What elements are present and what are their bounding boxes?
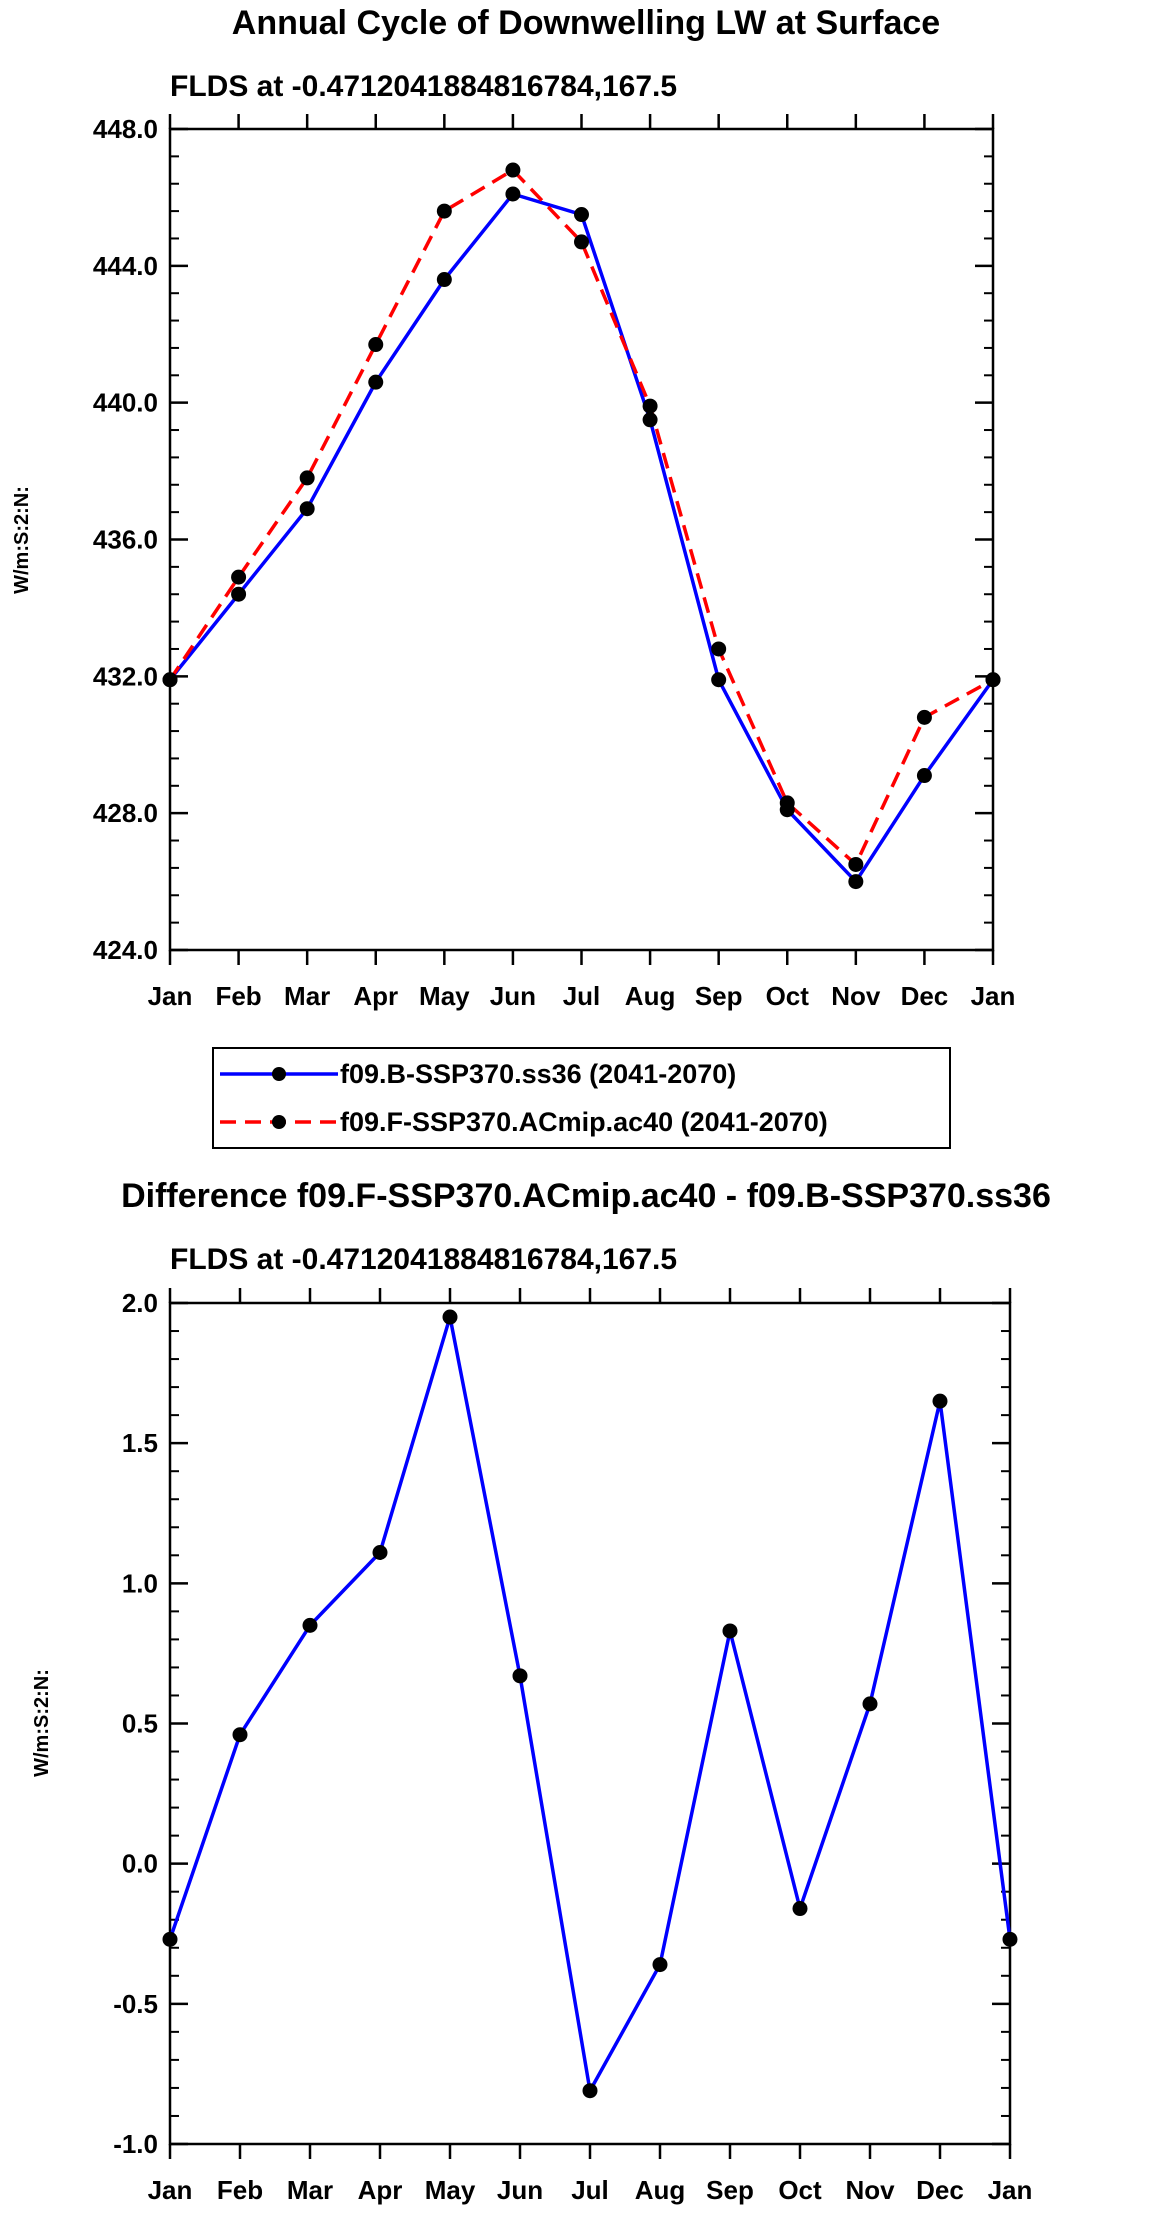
series-2-point bbox=[505, 162, 521, 178]
chart1-subtitle: FLDS at -0.4712041884816784,167.5 bbox=[170, 70, 677, 103]
y-tick-label: 440.0 bbox=[93, 388, 158, 418]
series-1-point bbox=[652, 1957, 668, 1973]
chart1-frame bbox=[168, 127, 995, 952]
x-tick-label: Mar bbox=[284, 981, 330, 1011]
y-tick-label: 448.0 bbox=[93, 114, 158, 144]
series-1-point bbox=[505, 186, 521, 202]
chart2-ylabel: W/m:S:2:N: bbox=[31, 1669, 53, 1777]
series-1-point bbox=[372, 1544, 388, 1560]
x-tick-label: Jan bbox=[148, 2175, 193, 2205]
series-1-point bbox=[162, 1931, 178, 1947]
x-tick-label: Apr bbox=[353, 981, 398, 1011]
y-tick-label: -1.0 bbox=[113, 2129, 158, 2159]
series-2-point bbox=[779, 795, 795, 811]
y-tick-label: 428.0 bbox=[93, 798, 158, 828]
x-tick-label: Jul bbox=[563, 981, 601, 1011]
series-1-point bbox=[862, 1696, 878, 1712]
x-tick-label: Nov bbox=[845, 2175, 895, 2205]
x-tick-label: Oct bbox=[778, 2175, 822, 2205]
y-tick-label: 0.0 bbox=[122, 1849, 158, 1879]
x-tick-label: Sep bbox=[695, 981, 743, 1011]
series-1-point bbox=[792, 1901, 808, 1917]
series-1-point bbox=[442, 1309, 458, 1325]
series-2-point bbox=[231, 569, 247, 585]
series-1-point bbox=[574, 207, 589, 223]
x-tick-label: Dec bbox=[901, 981, 949, 1011]
series-2-point bbox=[436, 203, 452, 219]
chart1-plot-area: 424.0 428.0 432.0 436.0 440.0 444.0 448.0 Jan Fe… bbox=[93, 114, 1015, 1011]
chart2-frame bbox=[168, 1301, 1012, 2146]
y-tick-label: 1.0 bbox=[122, 1568, 158, 1598]
series-1-point bbox=[722, 1623, 738, 1639]
y-tick-label: 0.5 bbox=[122, 1709, 158, 1739]
x-tick-label: Jun bbox=[490, 981, 536, 1011]
chart2-plot-area: -1.0 -0.5 0.0 0.5 1.0 1.5 2.0 Jan Feb Mar Apr May Ju… bbox=[113, 1288, 1032, 2205]
x-tick-label: Feb bbox=[215, 981, 261, 1011]
series-2-point bbox=[985, 672, 1001, 688]
y-tick-label: 444.0 bbox=[93, 251, 158, 281]
series-2-point bbox=[916, 709, 932, 725]
x-tick-label: Jun bbox=[497, 2175, 543, 2205]
series-2-point bbox=[574, 234, 589, 250]
legend-marker-series-1 bbox=[272, 1067, 286, 1081]
x-tick-label: Mar bbox=[287, 2175, 333, 2205]
series-2-point bbox=[299, 470, 315, 486]
y-tick-label: -0.5 bbox=[113, 1989, 158, 2019]
series-1-point bbox=[1002, 1931, 1018, 1947]
x-tick-label: Sep bbox=[706, 2175, 754, 2205]
series-1-point bbox=[642, 412, 658, 428]
legend-box bbox=[212, 1047, 951, 1149]
series-1-point bbox=[932, 1393, 948, 1409]
series-1-point bbox=[368, 374, 384, 390]
legend-marker-series-2 bbox=[272, 1115, 286, 1129]
x-tick-label: Jul bbox=[571, 2175, 609, 2205]
x-tick-label: Aug bbox=[625, 981, 676, 1011]
series-1-point bbox=[302, 1617, 318, 1633]
series-2-point bbox=[162, 672, 178, 688]
series-1-point bbox=[711, 672, 727, 688]
chart1-title: Annual Cycle of Downwelling LW at Surfac… bbox=[232, 4, 940, 42]
chart2-title: Difference f09.F-SSP370.ACmip.ac40 - f09… bbox=[121, 1177, 1051, 1215]
chart1-ylabel: W/m:S:2:N: bbox=[11, 486, 33, 594]
series-2-point bbox=[711, 641, 727, 657]
series-2-point bbox=[368, 337, 384, 353]
series-line-2 bbox=[168, 168, 994, 867]
x-tick-label: Aug bbox=[635, 2175, 686, 2205]
y-tick-label: 432.0 bbox=[93, 661, 158, 691]
x-tick-label: May bbox=[419, 981, 470, 1011]
x-tick-label: Nov bbox=[831, 981, 881, 1011]
legend-label-series-1: f09.B-SSP370.ss36 (2041-2070) bbox=[340, 1059, 736, 1089]
series-1-point bbox=[848, 874, 864, 890]
y-tick-label: 424.0 bbox=[93, 935, 158, 965]
series-line-1 bbox=[168, 192, 995, 884]
x-tick-label: Jan bbox=[971, 981, 1016, 1011]
series-1-point bbox=[512, 1668, 528, 1684]
legend-label-series-2: f09.F-SSP370.ACmip.ac40 (2041-2070) bbox=[340, 1107, 828, 1137]
x-tick-label: Dec bbox=[916, 2175, 964, 2205]
series-1-point bbox=[582, 2083, 598, 2099]
y-tick-label: 2.0 bbox=[122, 1288, 158, 1318]
y-tick-label: 1.5 bbox=[122, 1428, 158, 1458]
series-line-1 bbox=[168, 1315, 1012, 2093]
x-tick-label: Feb bbox=[217, 2175, 263, 2205]
series-2-point bbox=[642, 398, 658, 414]
series-1-point bbox=[436, 272, 452, 288]
series-1-point bbox=[232, 1727, 248, 1743]
series-1-point bbox=[299, 501, 315, 517]
x-tick-label: Jan bbox=[148, 981, 193, 1011]
y-tick-label: 436.0 bbox=[93, 525, 158, 555]
x-tick-label: May bbox=[425, 2175, 476, 2205]
x-tick-label: Jan bbox=[988, 2175, 1033, 2205]
chart1-legend: f09.B-SSP370.ss36 (2041-2070) f09.F-SSP3… bbox=[212, 1047, 951, 1149]
series-1-point bbox=[916, 768, 932, 784]
series-2-point bbox=[848, 856, 864, 872]
chart2-subtitle: FLDS at -0.4712041884816784,167.5 bbox=[170, 1243, 677, 1276]
series-1-point bbox=[231, 586, 247, 602]
x-tick-label: Apr bbox=[358, 2175, 403, 2205]
x-tick-label: Oct bbox=[766, 981, 810, 1011]
